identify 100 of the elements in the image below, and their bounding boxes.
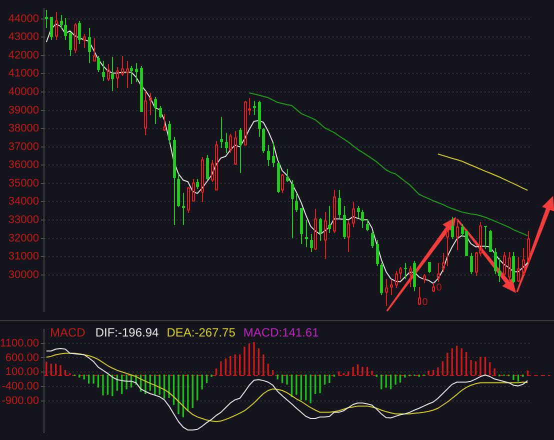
candlestick (508, 252, 511, 282)
candlestick (140, 66, 143, 112)
candlestick (527, 230, 530, 264)
candlestick (69, 32, 72, 56)
candlestick (149, 92, 152, 116)
candlestick (385, 278, 388, 306)
y-tick-label: 31000 (8, 250, 39, 263)
candlestick (338, 190, 341, 218)
candlestick (262, 128, 265, 154)
annotation: 0 (422, 297, 428, 308)
candlestick (83, 34, 86, 48)
candlestick (380, 262, 383, 296)
candlestick (93, 38, 96, 62)
y-tick-label: 35000 (8, 177, 39, 190)
candlestick (451, 216, 454, 240)
candlestick (305, 220, 308, 248)
annotation: 0 (436, 282, 442, 294)
candlestick (173, 136, 176, 226)
candlestick (239, 128, 242, 174)
candlestick (154, 96, 157, 124)
candlestick (404, 262, 407, 280)
candlestick (253, 100, 256, 116)
candlestick (295, 192, 298, 212)
candlestick (225, 132, 228, 154)
candlestick (319, 218, 322, 242)
y-tick-label: 43000 (8, 31, 39, 44)
candlestick (50, 17, 53, 40)
candlestick (357, 206, 360, 218)
candlestick (324, 212, 327, 260)
y-tick-label: 42000 (8, 49, 39, 62)
candlestick (328, 206, 331, 234)
text: DEA:-267.75 (166, 325, 236, 340)
y-tick-label: 100.00 (5, 366, 39, 378)
candlestick (45, 10, 48, 28)
candlestick (177, 174, 180, 208)
candlestick (428, 262, 431, 274)
candlestick (286, 168, 289, 182)
y-tick-label: 36000 (8, 159, 39, 172)
candlestick (314, 208, 317, 250)
candlestick (64, 18, 67, 40)
candlestick (88, 28, 91, 64)
candlestick (144, 90, 147, 136)
candlestick (168, 120, 171, 144)
candlestick (352, 202, 355, 228)
candlestick (206, 154, 209, 180)
candlestick (512, 252, 515, 284)
candlestick (97, 56, 100, 72)
candlestick (446, 230, 449, 266)
candlestick (494, 248, 497, 274)
candlestick (371, 230, 374, 248)
candlestick (522, 248, 525, 276)
candlestick (111, 56, 114, 92)
candlestick (130, 66, 133, 84)
candlestick (390, 280, 393, 296)
candlestick (413, 260, 416, 292)
candlestick (409, 266, 412, 288)
candlestick (517, 256, 520, 282)
y-tick-label: 32000 (8, 232, 39, 244)
series-label: MACD:141.61 (243, 325, 320, 340)
candlestick (258, 100, 261, 138)
candlestick (220, 116, 223, 148)
candlestick (442, 252, 445, 272)
y-tick-label: 40000 (8, 86, 39, 98)
candlestick (376, 240, 379, 266)
candlestick (310, 234, 313, 252)
y-tick-label: 44000 (8, 12, 39, 25)
y-tick-label: -900.00 (2, 394, 39, 407)
candlestick (60, 14, 63, 30)
candlestick (78, 20, 81, 44)
candlestick (456, 218, 459, 250)
y-tick-label: 38000 (8, 122, 39, 135)
candlestick (437, 262, 440, 282)
candlestick (163, 114, 166, 132)
candlestick (366, 218, 369, 232)
candlestick (267, 144, 270, 166)
candlestick (116, 66, 119, 88)
y-tick-label: -400.00 (2, 380, 39, 392)
candlestick (347, 220, 350, 252)
y-tick-label: 600.00 (5, 352, 39, 364)
candlestick (102, 60, 105, 82)
y-tick-label: 41000 (8, 68, 39, 80)
candlestick (418, 286, 421, 306)
candlestick (55, 12, 58, 40)
candlestick (361, 210, 364, 228)
candlestick (272, 142, 275, 168)
y-tick-label: 33000 (8, 214, 39, 226)
y-tick-label: 34000 (8, 196, 39, 208)
candlestick (291, 180, 294, 238)
candlestick (277, 163, 280, 194)
candlestick (484, 226, 487, 250)
candlestick (201, 156, 204, 202)
candlestick (182, 192, 185, 226)
candlestick (135, 62, 138, 82)
y-tick-label: 39000 (8, 104, 39, 116)
candlestick (121, 56, 124, 76)
candlestick (159, 106, 162, 118)
y-tick-label: 37000 (8, 140, 39, 153)
y-tick-label: 1100.00 (0, 337, 39, 350)
candlestick (470, 252, 473, 274)
candlestick (196, 178, 199, 190)
